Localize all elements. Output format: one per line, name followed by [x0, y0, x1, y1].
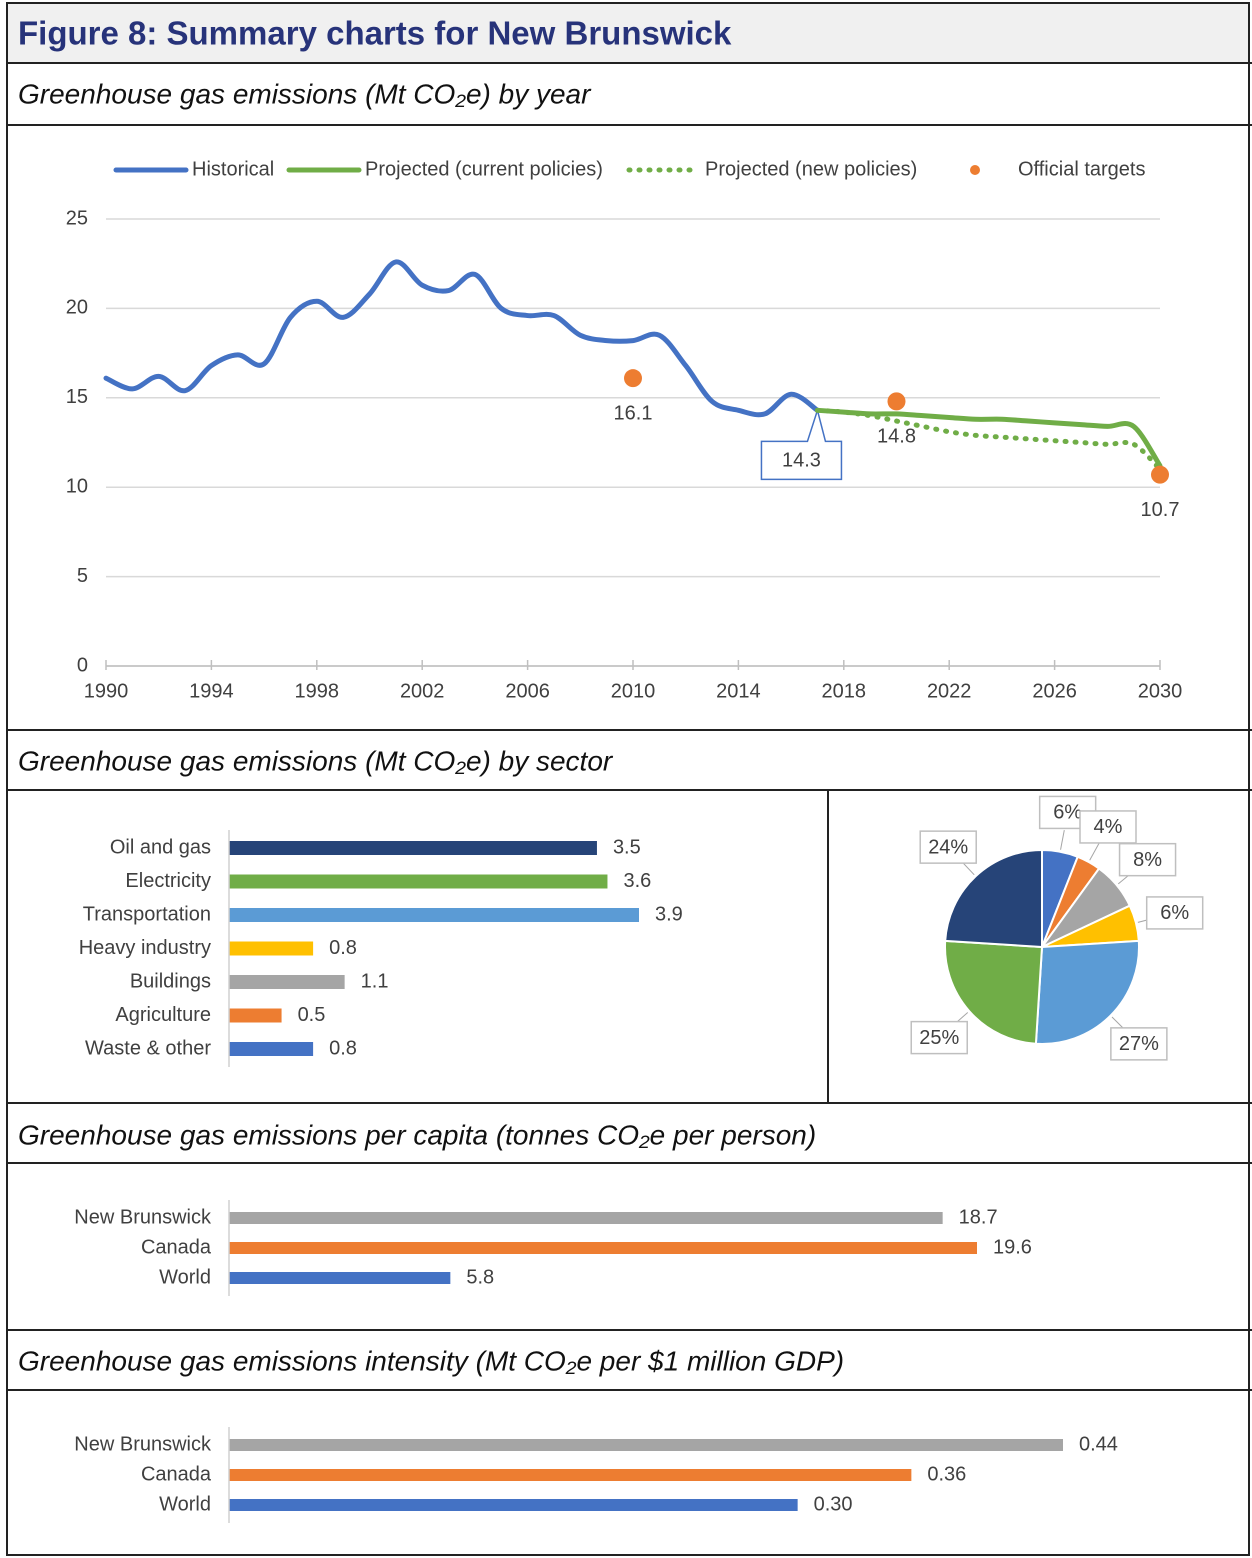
target-marker	[887, 392, 906, 411]
data-label: 14.3	[782, 450, 821, 472]
data-label: 3.6	[623, 870, 651, 892]
bar	[229, 874, 608, 889]
section-title: Greenhouse gas emissions per capita (ton…	[18, 1119, 816, 1150]
data-label: 3.5	[613, 836, 641, 858]
bar	[229, 1008, 282, 1023]
x-tick-label: 2026	[1032, 680, 1077, 702]
label-box	[919, 830, 977, 864]
data-label: 0.8	[329, 937, 357, 959]
category-label: Electricity	[125, 870, 211, 892]
data-label: 0.36	[927, 1463, 966, 1485]
data-label: 24%	[928, 836, 968, 858]
x-tick-label: 1990	[84, 680, 129, 702]
legend-marker	[970, 165, 980, 175]
data-label: 14.8	[877, 426, 916, 448]
bar	[229, 841, 597, 855]
legend-label: Official targets	[1018, 158, 1145, 180]
leader-line	[1060, 830, 1065, 850]
bar	[229, 1499, 798, 1511]
pie-slice	[1034, 939, 1140, 1045]
series-line	[103, 259, 820, 418]
dividers	[7, 62, 1252, 1391]
data-label: 27%	[1119, 1033, 1159, 1055]
y-tick-label: 15	[66, 386, 88, 408]
x-tick-label: 2006	[505, 680, 550, 702]
pie-slice	[944, 848, 1043, 949]
target-marker	[624, 369, 642, 388]
x-tick-label: 2010	[611, 680, 656, 702]
data-label: 25%	[919, 1027, 959, 1049]
data-label: 16.1	[614, 402, 653, 424]
bar	[229, 1272, 451, 1284]
data-label: 6%	[1053, 802, 1082, 824]
data-label: 0.8	[329, 1037, 357, 1059]
x-tick-label: 2002	[400, 680, 445, 702]
series-line	[814, 407, 1163, 472]
data-label: 10.7	[1141, 499, 1180, 521]
data-label: 0.44	[1079, 1433, 1118, 1455]
label-box	[1145, 896, 1204, 930]
data-label: 6%	[1160, 902, 1189, 924]
category-label: Heavy industry	[79, 937, 211, 959]
category-label: Waste & other	[85, 1037, 211, 1059]
category-label: Canada	[141, 1236, 212, 1258]
y-tick-label: 5	[77, 565, 88, 587]
data-label: 0.30	[814, 1493, 853, 1515]
bar	[229, 1212, 943, 1224]
x-tick-label: 2018	[822, 680, 867, 702]
section-title: Greenhouse gas emissions (Mt CO₂e) by ye…	[18, 78, 592, 109]
category-label: Agriculture	[115, 1004, 211, 1026]
label-box	[1118, 842, 1177, 877]
label-box	[1110, 1027, 1168, 1061]
bar	[229, 975, 345, 989]
callout-box	[760, 407, 843, 481]
section-title: Greenhouse gas emissions intensity (Mt C…	[18, 1345, 844, 1376]
y-tick-label: 0	[77, 654, 88, 676]
category-label: Canada	[141, 1463, 212, 1485]
title-bar	[8, 4, 1248, 63]
figure-title: Figure 8: Summary charts for New Brunswi…	[18, 15, 732, 52]
x-tick-label: 2030	[1138, 680, 1183, 702]
category-label: Buildings	[130, 970, 211, 992]
category-label: World	[159, 1493, 211, 1515]
bar	[229, 908, 639, 922]
section-title: Greenhouse gas emissions (Mt CO₂e) by se…	[18, 745, 614, 776]
pie-slice	[944, 939, 1044, 1045]
y-tick-label: 25	[66, 207, 88, 229]
y-tick-label: 10	[66, 475, 88, 497]
data-label: 3.9	[655, 903, 683, 925]
label-box	[1079, 810, 1137, 844]
frame	[6, 2, 1250, 1556]
leader-line	[1089, 842, 1100, 861]
category-label: New Brunswick	[74, 1433, 212, 1455]
data-label: 0.5	[298, 1004, 326, 1026]
data-label: 19.6	[993, 1236, 1032, 1258]
series-line	[814, 407, 1163, 469]
bar	[229, 941, 314, 956]
data-label: 4%	[1094, 816, 1123, 838]
target-marker	[1151, 465, 1169, 484]
data-label: 8%	[1133, 849, 1162, 871]
category-label: World	[159, 1266, 211, 1288]
data-label: 5.8	[466, 1266, 494, 1288]
bar	[229, 1042, 314, 1056]
label-box	[910, 1020, 968, 1055]
y-tick-label: 20	[66, 297, 88, 319]
category-label: Oil and gas	[110, 836, 211, 858]
x-tick-label: 2014	[716, 680, 761, 702]
x-tick-label: 1994	[189, 680, 234, 702]
category-label: Transportation	[83, 903, 211, 925]
bar	[229, 1242, 977, 1254]
category-label: New Brunswick	[74, 1206, 212, 1228]
data-label: 1.1	[361, 970, 389, 992]
data-label: 18.7	[959, 1206, 998, 1228]
legend-label: Projected (new policies)	[705, 158, 917, 180]
legend-label: Projected (current policies)	[365, 158, 603, 180]
x-tick-label: 2022	[927, 680, 972, 702]
bar	[229, 1469, 912, 1481]
bar	[229, 1439, 1063, 1451]
x-tick-label: 1998	[295, 680, 340, 702]
legend-label: Historical	[192, 158, 274, 180]
